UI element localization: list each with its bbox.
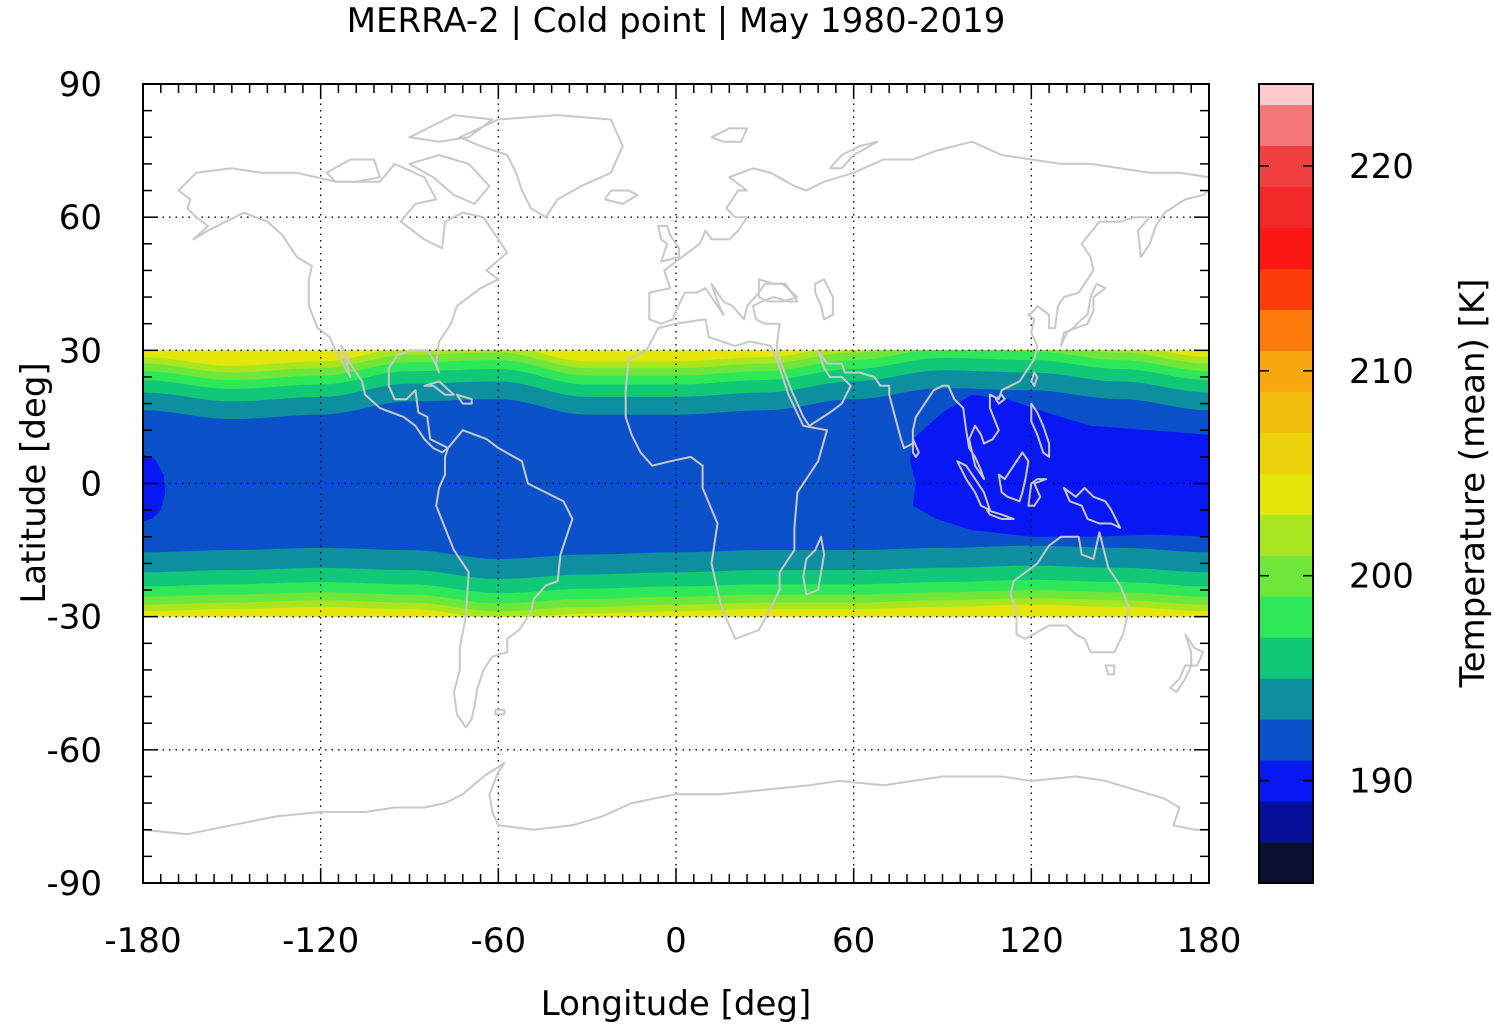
- x-tick-label: 60: [832, 921, 875, 961]
- coastline-south-america: [435, 429, 574, 729]
- coastline-baffin-island: [408, 154, 491, 205]
- coastline-java: [985, 509, 1015, 520]
- coastline-philippines: [1030, 402, 1051, 458]
- colorbar-swatch: [1259, 391, 1313, 433]
- coastline-sri-lanka: [911, 438, 920, 458]
- colorbar-tick-label: 210: [1349, 352, 1414, 392]
- colorbar-swatch: [1259, 104, 1313, 147]
- coastline-cuba: [423, 380, 455, 396]
- colorbar-swatch: [1259, 268, 1313, 310]
- y-axis-label: Latitude [deg]: [14, 362, 54, 603]
- colorbar-swatch: [1259, 473, 1313, 515]
- coastline-hispaniola: [455, 393, 473, 405]
- cold-region-dateline-minimum: [143, 454, 166, 522]
- coastline-falklands: [494, 708, 506, 716]
- x-tick-label: 180: [1177, 921, 1242, 961]
- colorbar-swatch: [1259, 719, 1313, 761]
- coastline-tasmania: [1104, 664, 1116, 676]
- y-tick-label: -30: [46, 598, 102, 638]
- coastline-novaya-zemlya: [829, 140, 879, 170]
- coastline-victoria-island: [325, 158, 381, 183]
- x-axis-label: Longitude [deg]: [541, 984, 812, 1024]
- colorbar: 190 200 210 220: [1258, 83, 1414, 884]
- colorbar-tick-label: 190: [1349, 762, 1414, 802]
- axes: -180 -120 -60 0 60 120 180 -90 -60 -30 0 30 60 90: [46, 65, 1241, 961]
- coastline-british-isles: [657, 225, 680, 263]
- grid-lines: [143, 84, 1209, 883]
- colorbar-frame: [1258, 83, 1314, 884]
- colorbar-swatch: [1259, 637, 1313, 679]
- colorbar-swatch: [1259, 84, 1313, 106]
- colorbar-tick-label: 220: [1349, 147, 1414, 187]
- x-tick-label: -180: [104, 921, 181, 961]
- coastline-black-sea: [757, 278, 799, 303]
- coastline-australia: [1009, 531, 1131, 654]
- colorbar-swatch: [1259, 596, 1313, 638]
- colorbar-swatch: [1259, 514, 1313, 556]
- colorbar-tick-label: 200: [1349, 557, 1414, 597]
- coastline-new-zealand: [1169, 633, 1205, 694]
- x-tick-label: -60: [471, 921, 527, 961]
- coastline-svalbard: [710, 127, 749, 143]
- coastline-borneo: [997, 451, 1030, 503]
- colorbar-swatch: [1259, 227, 1313, 269]
- coastline-hainan: [994, 393, 1006, 405]
- colorbar-swatch: [1259, 309, 1313, 351]
- colorbar-swatch: [1259, 186, 1313, 229]
- coastline-africa: [624, 318, 828, 640]
- coastline-eurasia: [648, 140, 1209, 481]
- y-tick-label: 60: [59, 198, 102, 238]
- coastline-north-america: [177, 162, 509, 454]
- y-tick-label: 30: [59, 331, 102, 371]
- temperature-field: [143, 350, 1209, 617]
- x-tick-label: 0: [665, 921, 687, 961]
- x-tick-label: -120: [282, 921, 359, 961]
- coastline-sumatra: [956, 460, 991, 512]
- y-tick-label: 0: [80, 465, 102, 505]
- coastline-caspian-sea: [814, 278, 834, 321]
- colorbar-label: Temperature (mean) [K]: [1453, 279, 1493, 689]
- coastline-greenland: [458, 114, 624, 219]
- coastline-sulawesi: [1027, 478, 1048, 507]
- coastlines: [143, 114, 1209, 836]
- colorbar-swatch: [1259, 432, 1313, 474]
- y-tick-label: 90: [59, 65, 102, 105]
- cold-region-west-pacific-minimum: [909, 394, 1209, 537]
- coastline-taiwan: [1030, 371, 1039, 387]
- y-tick-label: -60: [46, 731, 102, 771]
- coastline-iceland: [603, 189, 639, 205]
- chart-title: MERRA-2 | Cold point | May 1980-2019: [347, 1, 1006, 41]
- coastline-ellesmere-island: [408, 114, 494, 143]
- coastline-japan: [1059, 282, 1107, 347]
- y-tick-label: -90: [46, 864, 102, 904]
- coastline-madagascar: [802, 535, 826, 596]
- plot-frame: [142, 83, 1210, 884]
- x-tick-label: 120: [999, 921, 1064, 961]
- coastline-new-guinea: [1062, 486, 1122, 529]
- coastline-antarctica: [143, 762, 1209, 836]
- colorbar-swatch: [1259, 801, 1313, 843]
- colorbar-swatch: [1259, 678, 1313, 720]
- colorbar-swatch: [1259, 842, 1313, 884]
